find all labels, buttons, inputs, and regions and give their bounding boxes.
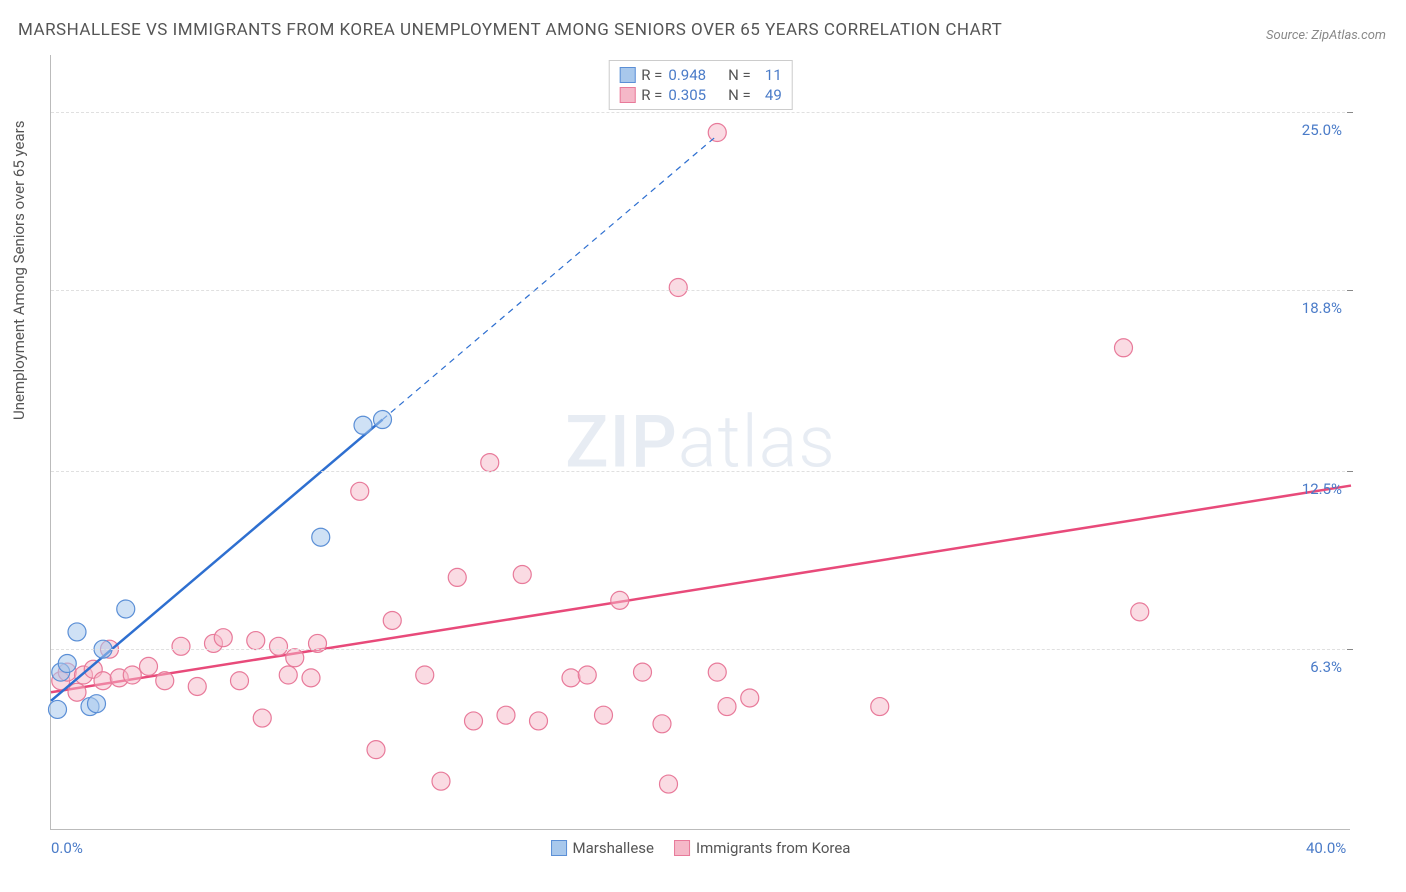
trend-line xyxy=(51,420,383,701)
trend-line xyxy=(51,486,1351,693)
data-point xyxy=(578,666,596,684)
y-tick xyxy=(1347,649,1353,650)
y-tick xyxy=(1347,471,1353,472)
data-point xyxy=(383,611,401,629)
data-point xyxy=(741,689,759,707)
gridline xyxy=(51,649,1350,650)
r-value: 0.948 xyxy=(668,66,718,84)
data-point xyxy=(416,666,434,684)
r-label: R = xyxy=(641,66,662,84)
chart-title: MARSHALLESE VS IMMIGRANTS FROM KOREA UNE… xyxy=(18,20,1002,40)
chart-plot-area: ZIPatlas R =0.948 N =11R =0.305 N =49 Ma… xyxy=(50,55,1350,830)
data-point xyxy=(68,623,86,641)
data-point xyxy=(354,416,372,434)
data-point xyxy=(595,706,613,724)
series-legend-item: Marshallese xyxy=(551,839,654,857)
data-point xyxy=(117,600,135,618)
data-point xyxy=(188,677,206,695)
scatter-svg xyxy=(51,55,1350,829)
legend-swatch xyxy=(619,67,635,83)
n-label: N = xyxy=(724,86,750,104)
gridline xyxy=(51,471,1350,472)
n-value: 11 xyxy=(757,66,782,84)
data-point xyxy=(88,695,106,713)
data-point xyxy=(312,528,330,546)
data-point xyxy=(367,741,385,759)
data-point xyxy=(497,706,515,724)
data-point xyxy=(669,279,687,297)
data-point xyxy=(481,454,499,472)
data-point xyxy=(530,712,548,730)
data-point xyxy=(302,669,320,687)
data-point xyxy=(140,657,158,675)
data-point xyxy=(432,772,450,790)
y-tick-label: 6.3% xyxy=(1310,658,1342,676)
legend-swatch xyxy=(674,840,690,856)
data-point xyxy=(653,715,671,733)
data-point xyxy=(58,655,76,673)
data-point xyxy=(253,709,271,727)
data-point xyxy=(1131,603,1149,621)
trend-line-extrapolated xyxy=(383,135,718,419)
data-point xyxy=(49,700,67,718)
series-name: Marshallese xyxy=(573,839,654,857)
data-point xyxy=(708,124,726,142)
legend-swatch xyxy=(619,87,635,103)
source-attribution: Source: ZipAtlas.com xyxy=(1266,28,1386,43)
data-point xyxy=(660,775,678,793)
data-point xyxy=(94,672,112,690)
data-point xyxy=(351,482,369,500)
data-point xyxy=(286,649,304,667)
data-point xyxy=(270,637,288,655)
data-point xyxy=(156,672,174,690)
data-point xyxy=(68,683,86,701)
correlation-legend: R = 0.948 N = 11 R = 0.305 N = 49 xyxy=(608,60,793,110)
data-point xyxy=(231,672,249,690)
data-point xyxy=(214,629,232,647)
y-tick xyxy=(1347,290,1353,291)
data-point xyxy=(562,669,580,687)
data-point xyxy=(513,566,531,584)
data-point xyxy=(708,663,726,681)
series-legend-item: Immigrants from Korea xyxy=(674,839,850,857)
y-tick-label: 25.0% xyxy=(1302,121,1342,139)
r-value: 0.305 xyxy=(668,86,718,104)
legend-swatch xyxy=(551,840,567,856)
data-point xyxy=(374,411,392,429)
x-tick-label: 0.0% xyxy=(51,839,83,857)
r-label: R = xyxy=(641,86,662,104)
data-point xyxy=(718,698,736,716)
series-legend: Marshallese Immigrants from Korea xyxy=(551,839,851,857)
data-point xyxy=(871,698,889,716)
data-point xyxy=(611,591,629,609)
data-point xyxy=(123,666,141,684)
correlation-legend-row: R = 0.948 N = 11 xyxy=(619,65,782,85)
data-point xyxy=(279,666,297,684)
n-value: 49 xyxy=(757,86,782,104)
y-tick xyxy=(1347,112,1353,113)
y-tick-label: 12.5% xyxy=(1302,480,1342,498)
data-point xyxy=(634,663,652,681)
gridline xyxy=(51,112,1350,113)
data-point xyxy=(1115,339,1133,357)
series-name: Immigrants from Korea xyxy=(696,839,850,857)
data-point xyxy=(465,712,483,730)
n-label: N = xyxy=(724,66,750,84)
x-tick-label: 40.0% xyxy=(1306,839,1346,857)
data-point xyxy=(172,637,190,655)
data-point xyxy=(247,632,265,650)
gridline xyxy=(51,290,1350,291)
y-tick-label: 18.8% xyxy=(1302,299,1342,317)
y-axis-label: Unemployment Among Seniors over 65 years xyxy=(10,121,28,420)
correlation-legend-row: R = 0.305 N = 49 xyxy=(619,85,782,105)
data-point xyxy=(448,568,466,586)
